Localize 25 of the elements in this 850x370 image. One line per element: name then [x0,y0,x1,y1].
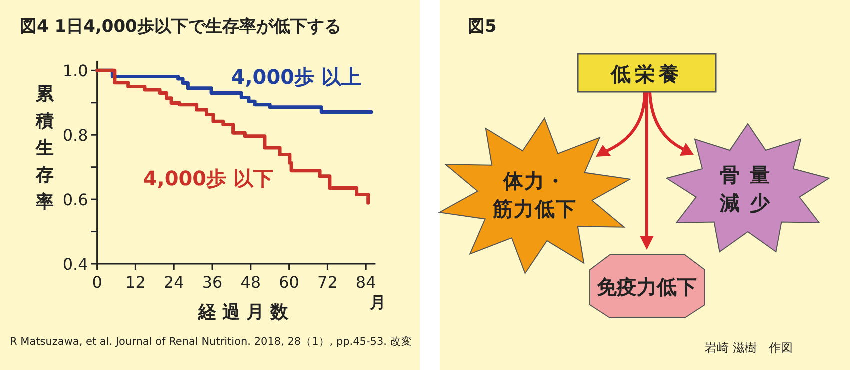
series-label: 4,000歩 以下 [143,166,274,191]
x-tick-label: 60 [279,273,300,292]
text: R Matsuzawa, et al. Journal of Renal Nutrition. 2018, 28（1）, pp.45-53. 改変 [10,335,412,348]
x-tick-label: 72 [318,273,338,292]
text: 骨量減少 [719,163,780,215]
text: 低栄養 [610,62,683,86]
x-tick-label: 48 [240,273,262,292]
y-tick-label: 1.0 [62,62,88,81]
x-tick-label: 0 [92,273,102,292]
text: 体力・筋力低下 [492,169,577,221]
text: 図5 [468,17,497,37]
y-tick-label: 0.6 [62,190,88,210]
text: 免疫力低下 [596,275,697,299]
text: 月 [369,293,386,312]
x-axis-title: 経過月数 [198,302,294,323]
y-tick-label: 0.4 [62,255,88,274]
x-tick-label: 84 [356,273,376,292]
y-tick-label: 0.8 [62,126,88,146]
text: 岩崎 滋樹 作図 [705,341,793,355]
x-tick-label: 24 [164,273,184,292]
y-axis-title: 累積生存率 [35,84,55,213]
x-tick-label: 12 [126,273,146,292]
x-tick-label: 36 [202,273,223,292]
chart-title: 図4 1日4,000歩以下で生存率が低下する [20,17,342,37]
series-label: 4,000歩 以上 [231,65,362,90]
